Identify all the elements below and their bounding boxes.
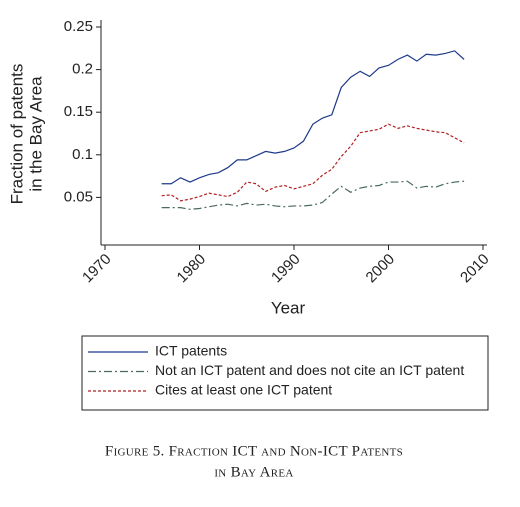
- chart: Fraction of patents in the Bay Area Year…: [0, 0, 520, 507]
- y-tick-label: 0.15: [64, 103, 93, 120]
- x-tick-label: 2000: [363, 251, 399, 287]
- legend-label: ICT patents: [155, 343, 227, 359]
- y-tick-label: 0.05: [64, 188, 93, 205]
- caption: in Bay Area: [214, 464, 293, 480]
- legend-label: Cites at least one ICT patent: [155, 382, 332, 398]
- series-line: [162, 124, 464, 201]
- x-tick-label: 1980: [174, 251, 210, 287]
- series-line: [162, 51, 464, 184]
- x-axis-title: Year: [271, 298, 306, 317]
- y-tick-label: 0.1: [72, 146, 93, 163]
- x-tick-label: 1990: [268, 251, 304, 287]
- caption: Figure 5. Fraction ICT and Non-ICT Paten…: [105, 443, 403, 459]
- series-line: [162, 181, 464, 209]
- x-tick-label: 1970: [79, 251, 115, 287]
- y-axis-title-line: Fraction of patents: [7, 64, 26, 205]
- y-axis-title-line: in the Bay Area: [26, 76, 45, 192]
- y-tick-label: 0.25: [64, 18, 93, 35]
- x-tick-label: 2010: [457, 251, 493, 287]
- y-tick-label: 0.2: [72, 61, 93, 78]
- y-axis-title: Fraction of patents in the Bay Area: [7, 64, 45, 205]
- legend-label: Not an ICT patent and does not cite an I…: [155, 362, 464, 378]
